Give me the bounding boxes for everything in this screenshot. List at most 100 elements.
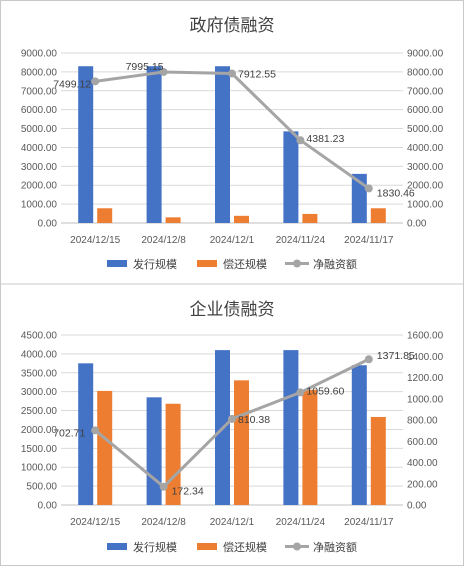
chart-1-right-tick-label: 9000.00 [407, 49, 444, 60]
chart-2-left-tick-label: 500.00 [26, 482, 57, 493]
chart-2-right-tick-label: 1000.00 [407, 394, 444, 405]
chart-1-right-tick-label: 4000.00 [407, 143, 444, 154]
chart-1-category-label: 2024/11/17 [344, 235, 394, 246]
chart-1-category-label: 2024/12/8 [141, 235, 186, 246]
chart-2-category-label: 2024/12/1 [210, 517, 255, 528]
chart-2-data-label: 702.71 [53, 427, 85, 439]
chart-1-data-label: 1830.46 [377, 187, 415, 199]
chart-2-category-label: 2024/12/15 [70, 517, 120, 528]
chart-1-left-tick-label: 8000.00 [21, 67, 58, 78]
chart-1-line-point [159, 67, 168, 76]
chart-1-left-tick-label: 9000.00 [21, 49, 58, 60]
chart-1-data-label: 7912.55 [238, 69, 276, 81]
chart-1-data-label: 7995.15 [126, 61, 164, 73]
chart-1-bar-repayment [97, 208, 113, 223]
chart-2-bar-repayment [97, 390, 113, 505]
chart-1-left-tick-label: 3000.00 [21, 162, 58, 173]
chart-1-legend-label: 净融资额 [313, 257, 357, 271]
chart-2-bar-repayment [302, 389, 318, 505]
chart-2-line-point [228, 414, 236, 423]
chart-1-right-tick-label: 1000.00 [407, 200, 444, 211]
chart-1-legend-label: 偿还规模 [223, 257, 267, 271]
chart-1-bar-issuance [215, 66, 230, 223]
chart-1-left-tick-label: 1000.00 [21, 200, 58, 211]
chart-1-bar-repayment [165, 217, 181, 223]
chart-1-bar-repayment [302, 213, 318, 223]
chart-1-legend-swatch [197, 260, 217, 267]
chart-2-legend-swatch [197, 543, 217, 550]
chart-2-line-point [364, 355, 373, 364]
chart-1-bar-repayment [234, 215, 249, 223]
chart-1-bar-issuance [146, 66, 162, 223]
chart-1-title: 政府债融资 [190, 16, 275, 35]
chart-2-bar-repayment [234, 380, 249, 505]
chart-1-right-tick-label: 3000.00 [407, 162, 444, 173]
chart-2-legend-marker [293, 542, 301, 551]
chart-1-line-point [228, 69, 236, 78]
chart-1-right-tick-label: 8000.00 [407, 67, 444, 78]
chart-1-bar-issuance [78, 66, 94, 223]
chart-2-right-tick-label: 600.00 [407, 437, 438, 448]
chart-1-legend-label: 发行规模 [133, 257, 177, 271]
chart-2-left-tick-label: 3500.00 [21, 368, 58, 379]
chart-2-bar-issuance [283, 350, 299, 505]
chart-1-data-label: 4381.23 [306, 133, 344, 145]
chart-2-left-tick-label: 4000.00 [21, 349, 58, 360]
chart-2-right-tick-label: 200.00 [407, 479, 438, 490]
chart-1-line-point [91, 77, 100, 86]
chart-2-legend-label: 净融资额 [313, 540, 357, 554]
chart-2-line-point [159, 482, 168, 491]
chart-1-line-point [364, 184, 373, 193]
chart-2-left-tick-label: 0.00 [38, 501, 58, 512]
chart-2-line-point [91, 426, 100, 435]
chart-1-left-tick-label: 4000.00 [21, 143, 58, 154]
chart-1-left-tick-label: 5000.00 [21, 124, 58, 135]
chart-2-legend-label: 偿还规模 [223, 540, 267, 554]
chart-2-bar-issuance [146, 397, 162, 505]
chart-2-category-label: 2024/11/24 [276, 517, 326, 528]
chart-2-bar-issuance [78, 363, 94, 505]
chart-1-bar-issuance [283, 131, 299, 223]
chart-2-right-tick-label: 1200.00 [407, 373, 444, 384]
chart-1-category-label: 2024/11/24 [276, 235, 326, 246]
chart-2-left-tick-label: 3000.00 [21, 387, 58, 398]
chart-2-left-tick-label: 1000.00 [21, 463, 58, 474]
chart-1-left-tick-label: 0.00 [38, 219, 58, 230]
chart-1-line-point [296, 136, 305, 145]
chart-1-right-tick-label: 0.00 [407, 219, 427, 230]
chart-2-data-label: 810.38 [238, 414, 270, 426]
chart-2-left-tick-label: 2500.00 [21, 406, 58, 417]
chart-2-legend-label: 发行规模 [133, 540, 177, 554]
chart-2-left-tick-label: 4500.00 [21, 331, 58, 342]
chart-1-line-net-financing [94, 70, 370, 190]
chart-2-legend-swatch [107, 543, 127, 550]
chart-1-legend-swatch [107, 260, 127, 267]
chart-1-left-tick-label: 2000.00 [21, 181, 58, 192]
chart-2-left-tick-label: 1500.00 [21, 444, 58, 455]
chart-1-right-tick-label: 6000.00 [407, 105, 444, 116]
chart-1-left-tick-label: 6000.00 [21, 105, 58, 116]
chart-2-category-label: 2024/11/17 [344, 517, 394, 528]
chart-1-right-tick-label: 2000.00 [407, 181, 444, 192]
chart-1-left-tick-label: 7000.00 [21, 86, 58, 97]
chart-2-data-label: 1371.85 [377, 350, 415, 362]
chart-1-bar-repayment [370, 208, 386, 223]
chart-2-right-tick-label: 800.00 [407, 416, 438, 427]
chart-2-right-tick-label: 1400.00 [407, 352, 444, 363]
chart-2-bar-repayment [370, 416, 386, 505]
chart-2-title: 企业债融资 [190, 300, 275, 319]
chart-2-line-point [296, 388, 305, 397]
chart-1-right-tick-label: 5000.00 [407, 124, 444, 135]
chart-1-category-label: 2024/12/15 [70, 235, 120, 246]
chart-2-bar-issuance [351, 365, 367, 505]
chart-1-right-tick-label: 7000.00 [407, 86, 444, 97]
chart-2-data-label: 172.34 [172, 486, 204, 498]
chart-2-left-tick-label: 2000.00 [21, 425, 58, 436]
chart-2-right-tick-label: 1600.00 [407, 331, 444, 342]
chart-1-data-label: 7499.12 [53, 78, 91, 90]
chart-2-right-tick-label: 400.00 [407, 458, 438, 469]
chart-2-right-tick-label: 0.00 [407, 501, 427, 512]
chart-1-category-label: 2024/12/1 [210, 235, 255, 246]
